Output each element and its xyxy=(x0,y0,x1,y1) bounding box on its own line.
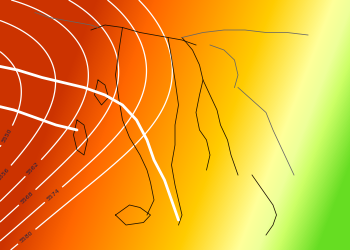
Text: 5574: 5574 xyxy=(46,188,61,202)
Text: 5556: 5556 xyxy=(0,166,10,181)
Text: 5562: 5562 xyxy=(26,161,41,176)
Text: 5580: 5580 xyxy=(19,230,34,243)
Text: 5568: 5568 xyxy=(20,190,35,204)
Text: 5550: 5550 xyxy=(1,128,13,144)
